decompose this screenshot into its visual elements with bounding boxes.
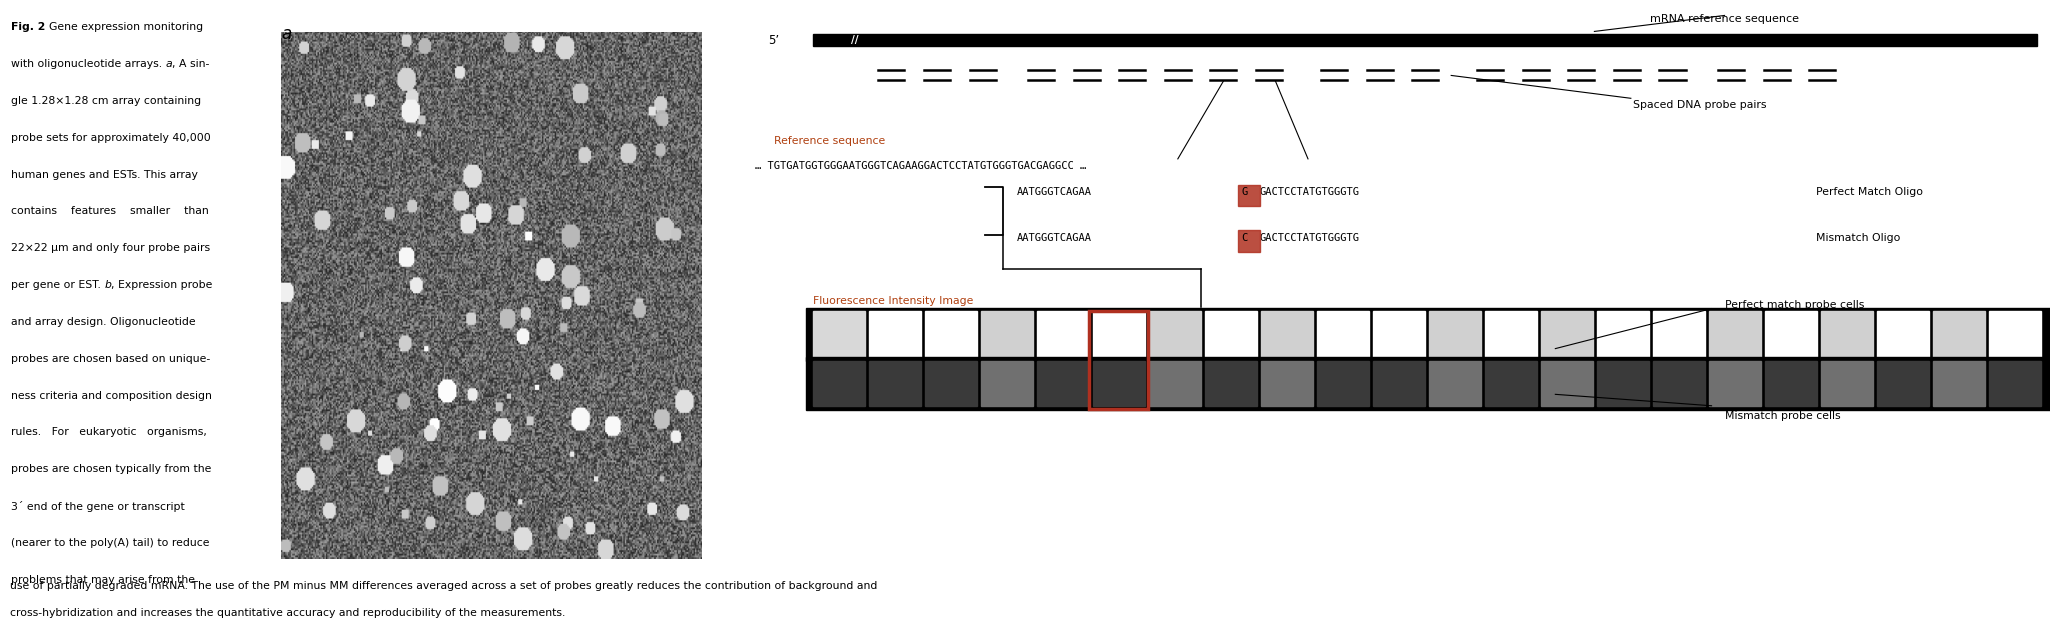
Bar xyxy=(1542,361,1593,406)
Bar xyxy=(1878,361,1929,406)
Bar xyxy=(1316,312,1369,357)
Text: probes are chosen typically from the: probes are chosen typically from the xyxy=(10,464,211,474)
Text: , A sin-: , A sin- xyxy=(172,59,209,69)
Text: ness criteria and composition design: ness criteria and composition design xyxy=(10,391,211,401)
Text: GACTCCTATGTGGGTG: GACTCCTATGTGGGTG xyxy=(1259,187,1359,197)
Bar xyxy=(1933,361,1984,406)
Bar xyxy=(1093,312,1146,357)
Bar xyxy=(1205,312,1257,357)
Bar xyxy=(1089,311,1148,409)
Text: GACTCCTATGTGGGTG: GACTCCTATGTGGGTG xyxy=(1259,233,1359,243)
Text: 5’: 5’ xyxy=(769,34,779,46)
Bar xyxy=(806,308,2050,410)
Bar xyxy=(1765,312,1816,357)
Bar xyxy=(1205,361,1257,406)
Bar xyxy=(1316,361,1369,406)
Text: C: C xyxy=(1240,233,1246,243)
Text: 22×22 μm and only four probe pairs: 22×22 μm and only four probe pairs xyxy=(10,243,211,253)
Bar xyxy=(982,312,1033,357)
Bar xyxy=(1988,361,2042,406)
Text: , Expression probe: , Expression probe xyxy=(111,280,213,290)
Text: //: // xyxy=(851,35,859,45)
Bar xyxy=(806,357,2050,361)
Bar xyxy=(1037,312,1089,357)
Text: AATGGGTCAGAA: AATGGGTCAGAA xyxy=(1017,233,1091,243)
Bar xyxy=(1484,312,1538,357)
Bar xyxy=(1238,185,1259,206)
Text: a: a xyxy=(166,59,172,69)
Bar xyxy=(1261,312,1314,357)
Text: human genes and ESTs. This array: human genes and ESTs. This array xyxy=(10,170,199,180)
Bar xyxy=(869,361,920,406)
Text: mRNA reference sequence: mRNA reference sequence xyxy=(1650,14,1800,24)
Bar xyxy=(1652,361,1706,406)
Bar xyxy=(1988,312,2042,357)
Text: Mismatch probe cells: Mismatch probe cells xyxy=(1724,411,1841,422)
Text: Perfect match probe cells: Perfect match probe cells xyxy=(1724,300,1863,310)
Bar xyxy=(1710,312,1761,357)
Bar xyxy=(1374,361,1425,406)
Text: 3’: 3’ xyxy=(2025,34,2038,46)
Bar xyxy=(1429,312,1482,357)
Bar xyxy=(1597,312,1648,357)
Bar xyxy=(1238,231,1259,252)
Text: Mismatch Oligo: Mismatch Oligo xyxy=(1816,233,1900,243)
Bar xyxy=(1429,361,1482,406)
Text: use of partially degraded mRNA. The use of the PM minus MM differences averaged : use of partially degraded mRNA. The use … xyxy=(10,581,877,591)
Text: Gene expression monitoring: Gene expression monitoring xyxy=(49,22,203,32)
Bar xyxy=(1820,361,1874,406)
Bar xyxy=(1484,361,1538,406)
Text: a: a xyxy=(281,25,291,43)
Text: Fluorescence Intensity Image: Fluorescence Intensity Image xyxy=(814,296,974,305)
Text: AATGGGTCAGAA: AATGGGTCAGAA xyxy=(1017,187,1091,197)
Bar xyxy=(814,361,865,406)
Bar xyxy=(814,312,865,357)
Text: probe sets for approximately 40,000: probe sets for approximately 40,000 xyxy=(10,133,211,143)
Bar xyxy=(869,312,920,357)
Text: Perfect Match Oligo: Perfect Match Oligo xyxy=(1816,187,1923,197)
Text: contains    features    smaller    than: contains features smaller than xyxy=(10,206,209,217)
Bar xyxy=(1820,312,1874,357)
Text: b: b xyxy=(105,280,111,290)
Text: with oligonucleotide arrays.: with oligonucleotide arrays. xyxy=(10,59,166,69)
Bar xyxy=(1597,361,1648,406)
Text: 3´ end of the gene or transcript: 3´ end of the gene or transcript xyxy=(10,501,184,512)
Text: G: G xyxy=(1240,187,1246,197)
Bar xyxy=(1374,312,1425,357)
Bar xyxy=(1542,312,1593,357)
Bar xyxy=(982,361,1033,406)
Text: probes are chosen based on unique-: probes are chosen based on unique- xyxy=(10,354,211,364)
Text: Spaced DNA probe pairs: Spaced DNA probe pairs xyxy=(1634,100,1767,110)
Bar xyxy=(1261,361,1314,406)
Bar xyxy=(1150,312,1201,357)
Bar xyxy=(925,312,978,357)
Text: gle 1.28×1.28 cm array containing: gle 1.28×1.28 cm array containing xyxy=(10,96,201,106)
Bar xyxy=(1765,361,1816,406)
Bar xyxy=(1150,361,1201,406)
Text: Fig. 2: Fig. 2 xyxy=(10,22,49,32)
Text: problems that may arise from the: problems that may arise from the xyxy=(10,575,195,585)
Bar xyxy=(925,361,978,406)
Bar xyxy=(814,34,2038,46)
Text: (nearer to the poly(A) tail) to reduce: (nearer to the poly(A) tail) to reduce xyxy=(10,538,209,548)
Text: cross-hybridization and increases the quantitative accuracy and reproducibility : cross-hybridization and increases the qu… xyxy=(10,608,566,618)
Bar xyxy=(1933,312,1984,357)
Bar xyxy=(1878,312,1929,357)
Text: … TGTGATGGTGGGAATGGGTCAGAAGGACTCCTATGTGGGTGACGAGGCC …: … TGTGATGGTGGGAATGGGTCAGAAGGACTCCTATGTGG… xyxy=(754,161,1086,171)
Text: per gene or EST.: per gene or EST. xyxy=(10,280,105,290)
Text: rules.   For   eukaryotic   organisms,: rules. For eukaryotic organisms, xyxy=(10,427,207,438)
Bar xyxy=(1037,361,1089,406)
Bar xyxy=(1093,361,1146,406)
Text: Reference sequence: Reference sequence xyxy=(775,136,886,146)
Bar xyxy=(1710,361,1761,406)
Text: and array design. Oligonucleotide: and array design. Oligonucleotide xyxy=(10,317,195,327)
Bar xyxy=(1652,312,1706,357)
